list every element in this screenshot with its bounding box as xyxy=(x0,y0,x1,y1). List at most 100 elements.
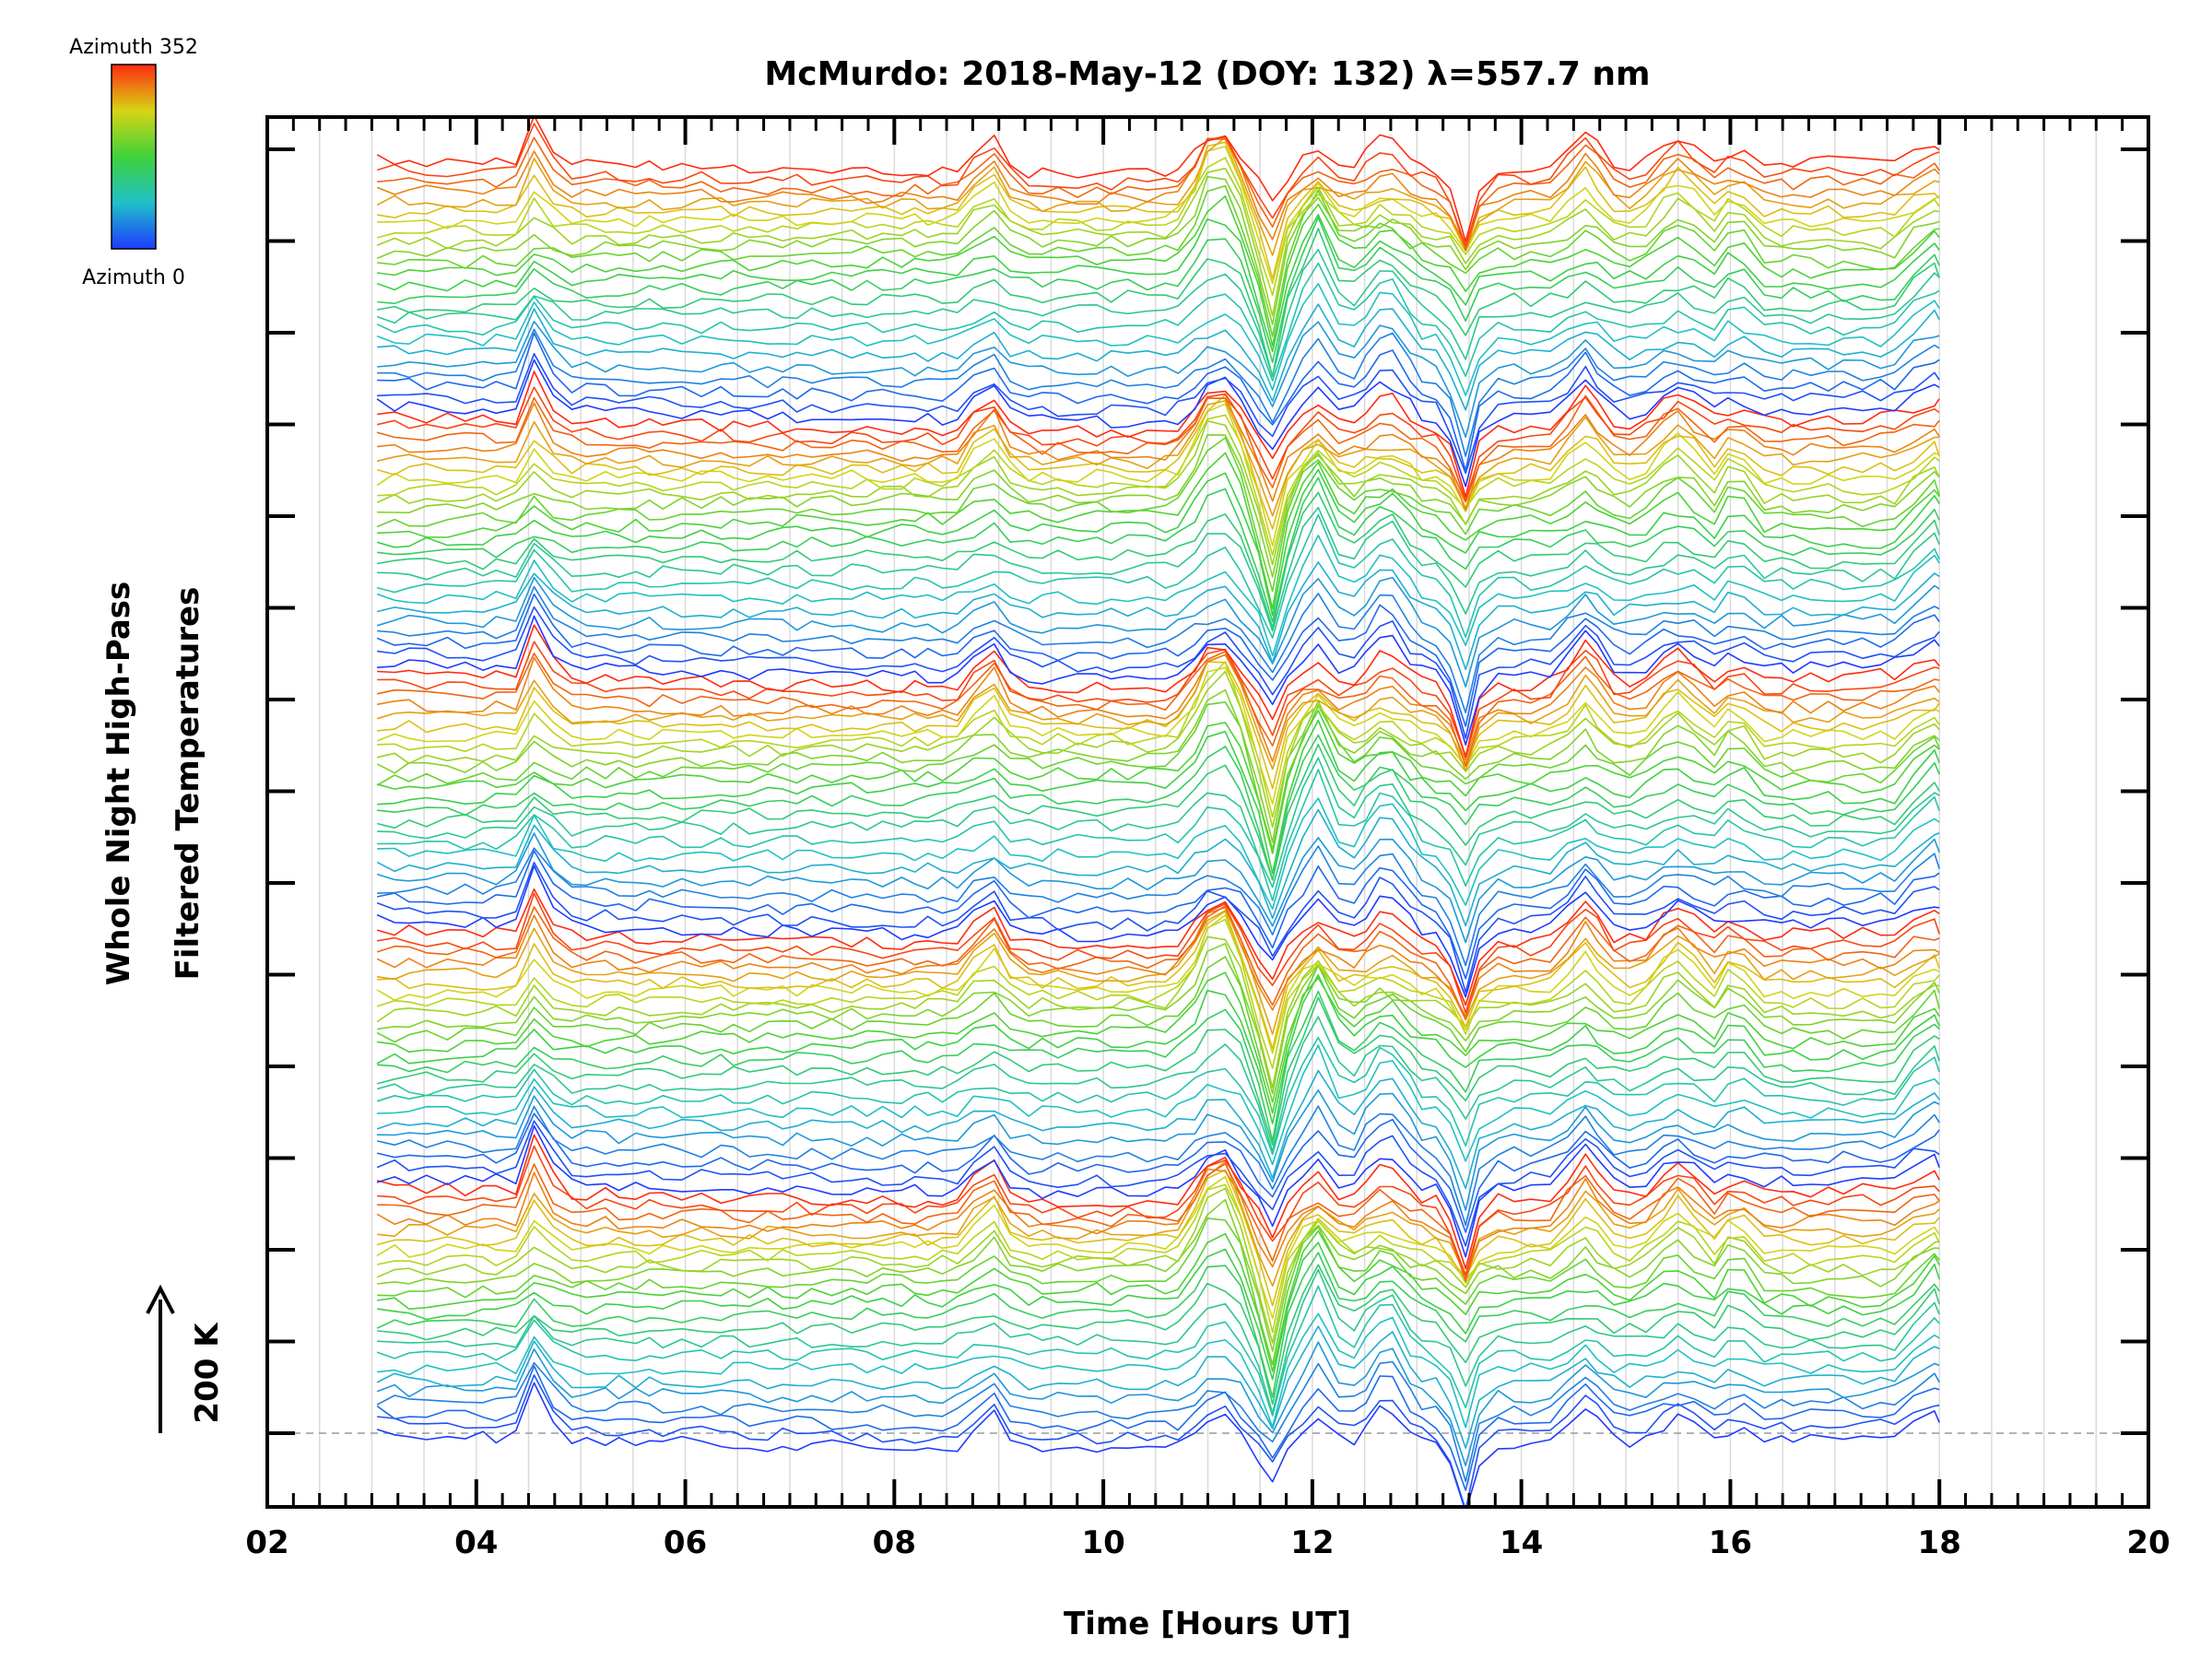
series-line xyxy=(376,386,1940,501)
series-line xyxy=(377,1089,1940,1211)
series-line xyxy=(377,136,1940,252)
x-tick-label: 02 xyxy=(245,1524,288,1561)
series-line xyxy=(376,1168,1940,1280)
scale-label: 200 K xyxy=(189,1322,226,1424)
series-line xyxy=(377,414,1940,557)
colorbar xyxy=(111,64,157,250)
series-line xyxy=(376,1112,1940,1233)
series-line xyxy=(376,491,1940,629)
x-tick-label: 20 xyxy=(2126,1524,2170,1561)
series-line xyxy=(376,228,1940,378)
x-tick-label: 06 xyxy=(664,1524,707,1561)
series-line xyxy=(376,394,1940,530)
series-line xyxy=(377,506,1940,632)
x-tick-label: 12 xyxy=(1290,1524,1334,1561)
series-line xyxy=(377,1145,1940,1277)
series-line xyxy=(376,666,1940,805)
series-line xyxy=(376,248,1940,378)
series-line xyxy=(376,700,1940,851)
series-line xyxy=(376,918,1940,1069)
series-line xyxy=(377,371,1940,498)
y-axis-label-line2: Filtered Temperatures xyxy=(170,587,206,981)
series-line xyxy=(377,910,1940,1050)
series-line xyxy=(377,184,1940,337)
colorbar-bottom-label: Azimuth 0 xyxy=(82,266,185,289)
series-line xyxy=(376,419,1940,566)
series-line xyxy=(376,157,1940,297)
series-line xyxy=(376,136,1940,256)
series-line xyxy=(377,397,1940,512)
series-line xyxy=(376,175,1940,325)
series-line xyxy=(376,214,1940,353)
series-line xyxy=(377,661,1940,790)
series-line xyxy=(376,910,1940,1035)
series-line xyxy=(376,1069,1940,1190)
series-line xyxy=(377,719,1940,875)
series-line xyxy=(376,1183,1940,1334)
series-line xyxy=(377,1044,1940,1166)
series-line xyxy=(376,913,1940,1054)
series-line xyxy=(376,262,1940,382)
series-line xyxy=(377,146,1940,285)
series-line xyxy=(376,850,1940,980)
series-line xyxy=(376,1382,1940,1507)
series-line xyxy=(377,217,1940,364)
series-line xyxy=(376,593,1940,727)
series-line xyxy=(377,769,1940,901)
series-line xyxy=(377,477,1940,623)
series-line xyxy=(376,400,1940,517)
series-line xyxy=(376,888,1940,1006)
series-line xyxy=(376,653,1940,772)
series-line xyxy=(377,585,1940,714)
x-tick-label: 14 xyxy=(1500,1524,1543,1561)
series-line xyxy=(377,845,1940,967)
series-line xyxy=(376,670,1940,829)
series-line xyxy=(377,1374,1940,1507)
series-line xyxy=(376,688,1940,843)
series-line xyxy=(376,943,1940,1095)
series-line xyxy=(377,757,1940,888)
series-line xyxy=(377,734,1940,881)
series-line xyxy=(376,906,1940,1018)
series-line xyxy=(376,1120,1940,1247)
series-line xyxy=(377,624,1940,759)
colorbar-top-label: Azimuth 352 xyxy=(69,36,198,59)
series-line xyxy=(377,1268,1940,1415)
scale-arrow-head xyxy=(146,1284,175,1314)
series-line xyxy=(376,1230,1940,1372)
series-line xyxy=(377,615,1940,746)
x-tick-label: 16 xyxy=(1709,1524,1752,1561)
x-tick-label: 18 xyxy=(1918,1524,1961,1561)
series-line xyxy=(376,195,1940,347)
series-line xyxy=(376,1285,1940,1417)
axis-ticks xyxy=(265,117,2150,1507)
series-line xyxy=(376,513,1940,639)
series-line xyxy=(376,1169,1940,1307)
series-line xyxy=(376,468,1940,617)
series-line xyxy=(376,651,1940,768)
x-tick-labels: 02 04 06 08 10 12 14 16 18 20 xyxy=(245,1524,2170,1561)
series-line xyxy=(377,661,1940,818)
series-line xyxy=(376,282,1940,396)
series-line xyxy=(376,1124,1940,1258)
series-line xyxy=(376,403,1940,547)
series-line xyxy=(376,1360,1940,1483)
series-line xyxy=(376,1341,1940,1466)
x-tick-label: 08 xyxy=(873,1524,916,1561)
series-line xyxy=(376,892,1940,1014)
series-line xyxy=(376,1365,1940,1491)
series-line xyxy=(376,167,1940,317)
series-line xyxy=(377,452,1940,610)
series-line xyxy=(376,1252,1940,1398)
series-line xyxy=(376,743,1940,881)
series-line xyxy=(377,352,1940,475)
series-line xyxy=(376,1036,1940,1156)
series-line xyxy=(376,1325,1940,1449)
series-line xyxy=(377,1218,1940,1366)
series-line xyxy=(377,641,1940,758)
series-line xyxy=(377,303,1940,411)
series-line xyxy=(376,117,1940,242)
series-line xyxy=(376,971,1940,1114)
series-line xyxy=(376,1016,1940,1153)
series-line xyxy=(377,990,1940,1142)
